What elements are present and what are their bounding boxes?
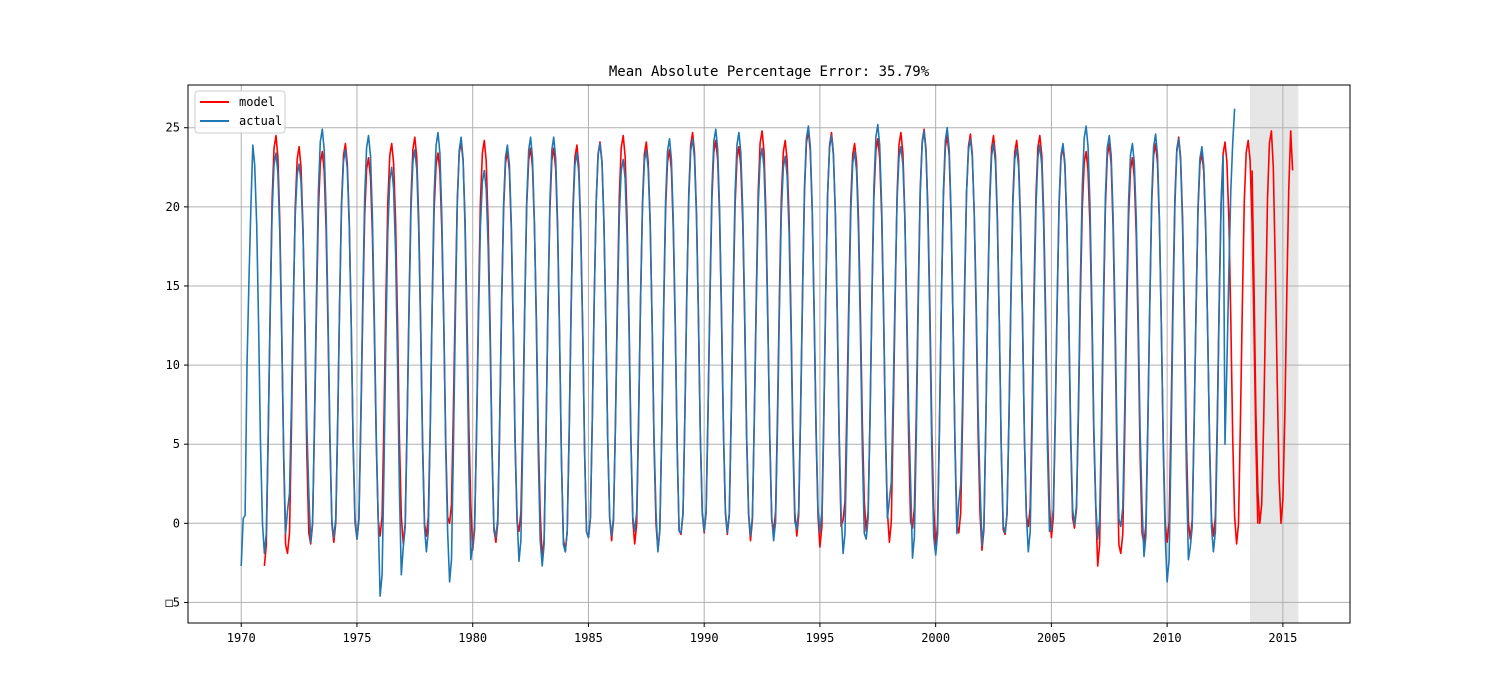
- x-tick-label: 2015: [1268, 631, 1297, 645]
- y-tick-label: 5: [173, 437, 180, 451]
- model-forecast-series-line: [1251, 130, 1294, 525]
- chart-title: Mean Absolute Percentage Error: 35.79%: [609, 64, 930, 80]
- x-tick-label: 2000: [921, 631, 950, 645]
- x-tick-label: 2010: [1153, 631, 1182, 645]
- legend-label-actual: actual: [239, 114, 282, 128]
- x-tick-label: 1970: [227, 631, 256, 645]
- y-tick-label: □5: [166, 595, 180, 609]
- y-tick-label: 0: [173, 516, 180, 530]
- legend: model actual: [194, 90, 286, 134]
- axis-ticks: 1970 1975 1980 1985 1990 1995 2000 2005 2010 2015…: [166, 121, 1298, 645]
- actual-series-line: [240, 108, 1236, 597]
- x-tick-label: 2005: [1037, 631, 1066, 645]
- y-tick-label: 15: [166, 279, 180, 293]
- y-tick-label: 20: [166, 200, 180, 214]
- x-tick-label: 1975: [343, 631, 372, 645]
- x-tick-label: 1985: [574, 631, 603, 645]
- x-tick-label: 1980: [458, 631, 487, 645]
- forecast-highlight-region: [1250, 85, 1299, 623]
- plot-area-frame: [187, 84, 1351, 624]
- legend-label-model: model: [239, 95, 275, 109]
- series-lines: [240, 108, 1294, 597]
- x-tick-label: 1990: [690, 631, 719, 645]
- y-tick-label: 25: [166, 121, 180, 135]
- y-tick-label: 10: [166, 358, 180, 372]
- x-tick-label: 1995: [805, 631, 834, 645]
